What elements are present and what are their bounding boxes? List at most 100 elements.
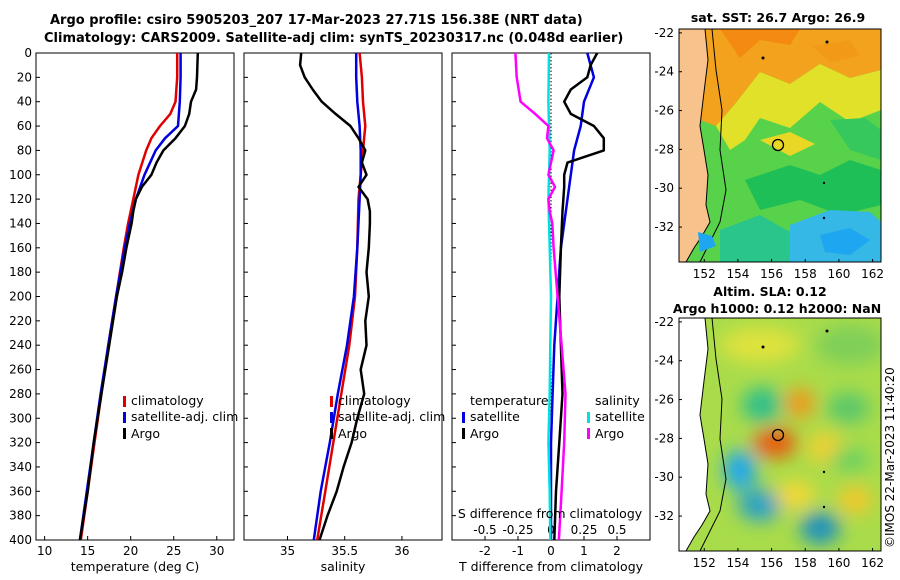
xtick-label: -1 — [512, 544, 524, 558]
legend-label-s-satellite: satellite — [595, 409, 645, 424]
ytick-label: 220 — [9, 314, 32, 328]
map-xtick-label: 162 — [861, 556, 884, 570]
map-xtick-label: 154 — [726, 556, 749, 570]
map-ytick-label: -32 — [654, 509, 674, 523]
ytick-label: 120 — [9, 192, 32, 206]
sla-map-title-2: Argo h1000: 0.12 h2000: NaN — [673, 301, 881, 316]
imos-credit: ©IMOS 22-Mar-2023 11:40:20 — [883, 367, 897, 548]
ytick-label: 280 — [9, 387, 32, 401]
map-ytick-label: -24 — [654, 65, 674, 79]
ytick-label: 180 — [9, 265, 32, 279]
legend-swatch-s-satellite — [587, 412, 590, 423]
legend-swatch-satellite — [330, 412, 333, 423]
map-xtick-label: 162 — [861, 267, 884, 281]
ytick-label: 140 — [9, 216, 32, 230]
legend-label-t-satellite: satellite — [470, 409, 520, 424]
series-line-argo — [298, 53, 372, 540]
legend-title-temperature: temperature — [470, 393, 549, 408]
figure-title-line2: Climatology: CARS2009. Satellite-adj cli… — [44, 31, 624, 46]
xtick-label: 0 — [547, 544, 555, 558]
map-xtick-label: 152 — [693, 267, 716, 281]
ytick-label: 260 — [9, 363, 32, 377]
legend-label-satellite: satellite-adj. clim — [131, 409, 238, 424]
figure-title-line1: Argo profile: csiro 5905203_207 17-Mar-2… — [50, 13, 583, 28]
legend-label-argo: Argo — [338, 426, 367, 441]
ytick-label: 0 — [24, 46, 32, 60]
ytick-label: 320 — [9, 436, 32, 450]
ytick-label: 400 — [9, 533, 32, 547]
xtick-label-salinity: -0.5 — [473, 523, 496, 537]
temperature-axes-frame — [35, 52, 235, 541]
ytick-label: 160 — [9, 241, 32, 255]
xtick-label: 2 — [613, 544, 621, 558]
ytick-label: 240 — [9, 338, 32, 352]
xtick-label-salinity: 0.25 — [571, 523, 598, 537]
map-xtick-label: 156 — [760, 556, 783, 570]
legend-swatch-argo — [330, 428, 333, 439]
xtick-label-salinity: 0.5 — [607, 523, 626, 537]
legend-label-climatology: climatology — [338, 393, 411, 408]
xtick-label: 1 — [580, 544, 588, 558]
xtick-label: 30 — [209, 544, 224, 558]
ytick-label: 360 — [9, 484, 32, 498]
sla-map-title: Altim. SLA: 0.12 — [713, 284, 826, 299]
ytick-label: 60 — [17, 119, 32, 133]
map-xtick-label: 160 — [827, 267, 850, 281]
map-ytick-label: -26 — [654, 393, 674, 407]
legend-label-climatology: climatology — [131, 393, 204, 408]
legend-label-t-argo: Argo — [470, 426, 499, 441]
series-line-s-satellite — [547, 53, 553, 540]
series-line-argo — [78, 53, 200, 540]
ytick-label: 300 — [9, 411, 32, 425]
map-ytick-label: -28 — [654, 142, 674, 156]
series-line-s-argo — [514, 53, 567, 540]
series-line-satellite-adj-clim — [78, 53, 182, 540]
xtick-label: -2 — [479, 544, 491, 558]
map-ytick-label: -30 — [654, 470, 674, 484]
xtick-label: 35.5 — [331, 544, 358, 558]
map-xtick-label: 152 — [693, 556, 716, 570]
map-ytick-label: -30 — [654, 181, 674, 195]
legend-label-satellite: satellite-adj. clim — [338, 409, 445, 424]
series-line-satellite-adj-clim — [312, 53, 362, 540]
series-line-t-satellite — [549, 53, 596, 540]
xtick-label: 10 — [37, 544, 52, 558]
series-line-climatology — [79, 53, 179, 540]
series-line-t-argo — [553, 53, 606, 540]
ytick-label: 200 — [9, 290, 32, 304]
difference-t-xlabel: T difference from climatology — [458, 559, 644, 574]
sla-map-frame — [678, 317, 882, 552]
xtick-label: 36 — [394, 544, 409, 558]
map-xtick-label: 158 — [794, 556, 817, 570]
ytick-label: 80 — [17, 143, 32, 157]
map-xtick-label: 160 — [827, 556, 850, 570]
legend-swatch-climatology — [330, 396, 333, 407]
difference-legend: temperature satellite Argo salinity sate… — [462, 393, 645, 441]
map-xtick-label: 156 — [760, 267, 783, 281]
legend-swatch-climatology — [123, 396, 126, 407]
xtick-label: 15 — [80, 544, 95, 558]
temperature-legend: climatology satellite-adj. clim Argo — [123, 393, 238, 441]
legend-title-salinity: salinity — [595, 393, 640, 408]
legend-swatch-satellite — [123, 412, 126, 423]
map-ytick-label: -32 — [654, 220, 674, 234]
legend-swatch-argo — [123, 428, 126, 439]
salinity-legend: climatology satellite-adj. clim Argo — [330, 393, 445, 441]
ytick-label: 20 — [17, 70, 32, 84]
ytick-label: 380 — [9, 509, 32, 523]
sla-map-image — [679, 318, 881, 551]
sst-map-frame — [678, 28, 882, 263]
temperature-xlabel: temperature (deg C) — [71, 559, 200, 574]
xtick-label: 20 — [123, 544, 138, 558]
map-ytick-label: -24 — [654, 354, 674, 368]
legend-label-argo: Argo — [131, 426, 160, 441]
map-ytick-label: -28 — [654, 431, 674, 445]
legend-swatch-s-argo — [587, 428, 590, 439]
legend-label-s-argo: Argo — [595, 426, 624, 441]
map-xtick-label: 154 — [726, 267, 749, 281]
legend-swatch-t-argo — [462, 428, 465, 439]
ytick-label: 40 — [17, 95, 32, 109]
map-ytick-label: -22 — [654, 315, 674, 329]
ytick-label: 100 — [9, 168, 32, 182]
